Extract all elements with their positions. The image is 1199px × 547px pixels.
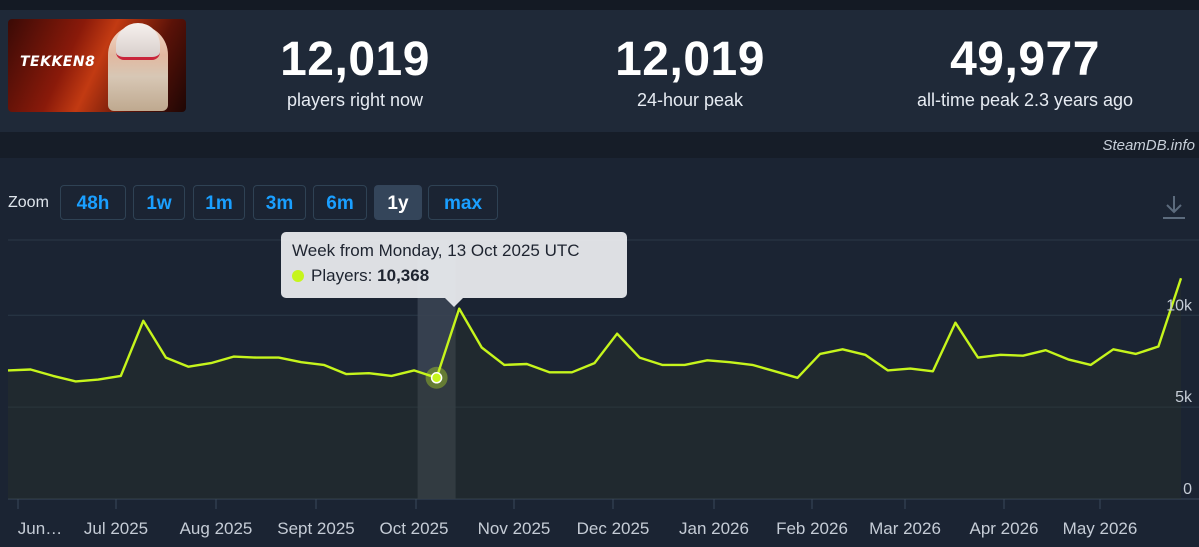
y-tick-label: 10k xyxy=(1166,297,1193,314)
tooltip-value: 10,368 xyxy=(377,266,430,285)
zoom-1w-button[interactable]: 1w xyxy=(133,185,185,220)
tooltip-series-label: Players: xyxy=(311,266,373,285)
zoom-label: Zoom xyxy=(8,194,49,211)
series-line xyxy=(7,277,1183,383)
game-header xyxy=(0,10,1199,132)
steamdb-watermark[interactable]: SteamDB.info xyxy=(1102,137,1195,154)
chart-tooltip: Week from Monday, 13 Oct 2025 UTC Player… xyxy=(281,232,627,307)
x-tick-label: Dec 2025 xyxy=(577,519,650,538)
tooltip-row: Players: 10,368 xyxy=(292,266,429,286)
game-thumbnail[interactable]: TEKKEN8 xyxy=(8,19,186,112)
stat-players-now: 12,019 players right now xyxy=(240,36,470,111)
zoom-6m-button[interactable]: 6m xyxy=(313,185,367,220)
tooltip-pointer xyxy=(445,298,463,307)
data-point xyxy=(430,372,443,384)
zoom-48h-button[interactable]: 48h xyxy=(60,185,126,220)
stat-all-time-peak: 49,977 all-time peak 2.3 years ago xyxy=(890,36,1160,111)
stat-value: 12,019 xyxy=(615,33,765,86)
x-tick-label: Sept 2025 xyxy=(277,519,355,538)
game-logo: TEKKEN8 xyxy=(20,54,96,70)
x-tick-label: Nov 2025 xyxy=(478,519,551,538)
zoom-max-button[interactable]: max xyxy=(428,185,498,220)
x-tick-label: Jul 2025 xyxy=(84,519,148,538)
x-tick-label: Aug 2025 xyxy=(180,519,253,538)
x-tick-label: Jun… xyxy=(18,519,62,538)
x-tick-label: Oct 2025 xyxy=(380,519,449,538)
stat-label: all-time peak 2.3 years ago xyxy=(916,90,1134,110)
y-tick-label: 5k xyxy=(1175,389,1193,406)
stat-24h-peak: 12,019 24-hour peak xyxy=(575,36,805,111)
tooltip-title: Week from Monday, 13 Oct 2025 UTC xyxy=(292,241,580,260)
y-tick-label: 0 xyxy=(1183,481,1192,498)
x-tick-label: Apr 2026 xyxy=(970,519,1039,538)
x-tick-label: Mar 2026 xyxy=(869,519,941,538)
zoom-1y-button[interactable]: 1y xyxy=(374,185,422,220)
stat-value: 49,977 xyxy=(950,33,1100,86)
download-icon[interactable] xyxy=(1160,193,1188,223)
stat-label: 24-hour peak xyxy=(636,90,744,110)
x-tick-label: Jan 2026 xyxy=(679,519,749,538)
top-strip xyxy=(0,0,1199,10)
zoom-1m-button[interactable]: 1m xyxy=(193,185,245,220)
series-area xyxy=(8,278,1181,499)
stat-label: players right now xyxy=(286,90,424,110)
section-divider xyxy=(0,132,1199,158)
stat-value: 12,019 xyxy=(280,33,430,86)
series-dot-icon xyxy=(292,270,304,282)
x-tick-label: Feb 2026 xyxy=(776,519,848,538)
character-helmet xyxy=(116,23,160,60)
x-tick-label: May 2026 xyxy=(1063,519,1138,538)
zoom-3m-button[interactable]: 3m xyxy=(253,185,306,220)
